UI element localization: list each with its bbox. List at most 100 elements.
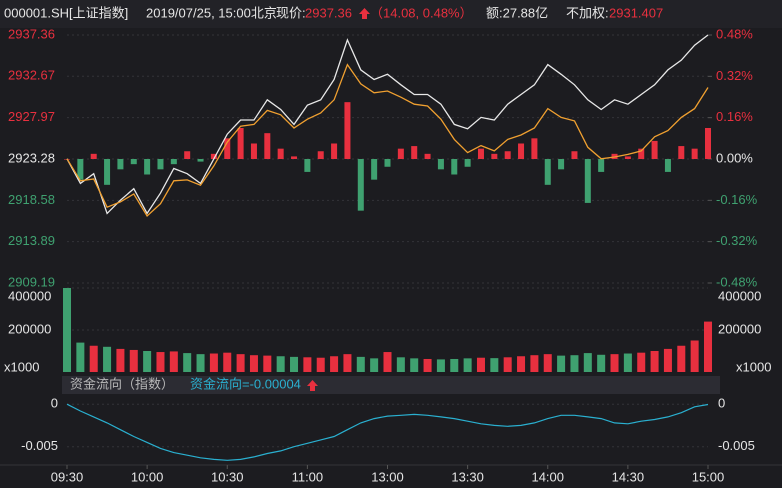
y-tick-label: -0.005 bbox=[718, 438, 755, 453]
breadth-bar bbox=[210, 153, 217, 159]
volume-bar bbox=[183, 353, 192, 372]
x-tick-label: 13:00 bbox=[371, 469, 404, 484]
volume-bar bbox=[623, 353, 632, 372]
volume-bar bbox=[530, 355, 539, 372]
volume-bar bbox=[196, 354, 205, 372]
volume-bar bbox=[597, 354, 606, 372]
datetime: 2019/07/25, 15:00北京 bbox=[146, 5, 277, 20]
y2-tick-label: 0.32% bbox=[716, 68, 753, 83]
unweighted-label: 不加权: bbox=[566, 5, 609, 20]
volume-bar bbox=[396, 357, 405, 372]
volume-bar bbox=[263, 355, 272, 372]
breadth-bar bbox=[437, 159, 444, 170]
y-tick-label: 2913.89 bbox=[8, 233, 55, 248]
volume-bar bbox=[410, 358, 419, 372]
breadth-bar bbox=[558, 159, 565, 170]
breadth-bar bbox=[184, 151, 191, 159]
volume-bar bbox=[116, 348, 125, 372]
volume-bar bbox=[463, 358, 472, 372]
breadth-bar bbox=[477, 148, 484, 159]
y-tick-label: 400000 bbox=[8, 288, 51, 303]
x-tick-label: 10:00 bbox=[131, 469, 164, 484]
y-tick-label: 2937.36 bbox=[8, 26, 55, 41]
breadth-bar bbox=[584, 159, 591, 203]
breadth-bar bbox=[77, 159, 84, 180]
breadth-bar bbox=[250, 143, 257, 159]
price: 2937.36 bbox=[305, 5, 352, 20]
breadth-bar bbox=[678, 146, 685, 159]
x-tick-label: 14:30 bbox=[612, 469, 645, 484]
breadth-bar bbox=[130, 159, 137, 165]
x-tick-label: 09:30 bbox=[51, 469, 84, 484]
breadth-bar bbox=[544, 159, 551, 185]
y2-tick-label: 0.48% bbox=[716, 26, 753, 41]
volume-bar bbox=[303, 357, 312, 372]
breadth-bar bbox=[344, 102, 351, 159]
y-tick-label: 0 bbox=[718, 396, 725, 411]
breadth-bar bbox=[104, 159, 111, 185]
breadth-bar bbox=[357, 159, 364, 211]
flow-line bbox=[66, 403, 709, 461]
breadth-bar bbox=[531, 138, 538, 159]
x-tick-label: 15:00 bbox=[692, 469, 725, 484]
volume-bar bbox=[343, 354, 352, 372]
volume-bar bbox=[543, 354, 552, 372]
volume-bar bbox=[223, 352, 232, 372]
volume-bar bbox=[690, 340, 699, 372]
breadth-bar bbox=[504, 151, 511, 159]
breadth-bar bbox=[704, 128, 712, 159]
volume-bar bbox=[450, 358, 459, 372]
breadth-bar bbox=[664, 159, 671, 172]
y2-tick-label: 0.16% bbox=[716, 109, 753, 124]
price-label: 现价: bbox=[276, 5, 306, 20]
volume-bar bbox=[89, 345, 98, 372]
breadth-bar bbox=[371, 159, 378, 180]
y-tick-label: 2918.58 bbox=[8, 192, 55, 207]
breadth-bar bbox=[638, 148, 645, 159]
breadth-bar bbox=[331, 143, 338, 159]
x-tick-label: 11:00 bbox=[292, 469, 324, 484]
breadth-bar bbox=[598, 159, 605, 172]
breadth-bar bbox=[411, 146, 418, 159]
volume-bar bbox=[370, 358, 379, 372]
volume-bar bbox=[383, 352, 392, 372]
x-tick-label: 10:30 bbox=[211, 469, 244, 484]
volume-bar bbox=[169, 351, 178, 372]
breadth-bar bbox=[117, 159, 124, 170]
y-tick-label: 2927.97 bbox=[8, 109, 55, 124]
volume-bar bbox=[249, 355, 258, 372]
breadth-bar bbox=[624, 156, 631, 159]
volume-bar bbox=[436, 359, 445, 372]
y-tick-label: 2932.67 bbox=[8, 68, 55, 83]
up-arrow bbox=[359, 8, 370, 19]
breadth-bar bbox=[451, 159, 458, 175]
volume-bar bbox=[209, 353, 218, 372]
y-tick-label: 200000 bbox=[8, 321, 51, 336]
y-unit: x1000 bbox=[736, 359, 771, 374]
change: （14.08, 0.48%） bbox=[370, 5, 473, 20]
y2-tick-label: -0.32% bbox=[716, 233, 758, 248]
volume-bar bbox=[637, 352, 646, 372]
price-line bbox=[66, 63, 709, 218]
volume-bar bbox=[76, 342, 85, 372]
x-tick-label: 14:00 bbox=[531, 469, 564, 484]
volume-bar bbox=[356, 356, 365, 372]
flow-subtitle: 资金流向=-0.00004 bbox=[190, 376, 301, 391]
volume-bar bbox=[236, 354, 245, 372]
breadth-bar bbox=[237, 128, 244, 159]
amount: 额:27.88亿 bbox=[486, 5, 548, 20]
volume-bar bbox=[703, 321, 713, 372]
volume-bar bbox=[610, 354, 619, 372]
flow-header-bar bbox=[62, 376, 720, 394]
volume-bar bbox=[423, 358, 432, 372]
volume-bar bbox=[290, 356, 299, 372]
volume-bar bbox=[490, 358, 499, 372]
breadth-bar bbox=[518, 143, 525, 159]
breadth-bar bbox=[224, 138, 231, 159]
y-tick-label: 400000 bbox=[718, 288, 761, 303]
volume-bar bbox=[62, 288, 72, 372]
volume-bar bbox=[570, 355, 579, 372]
